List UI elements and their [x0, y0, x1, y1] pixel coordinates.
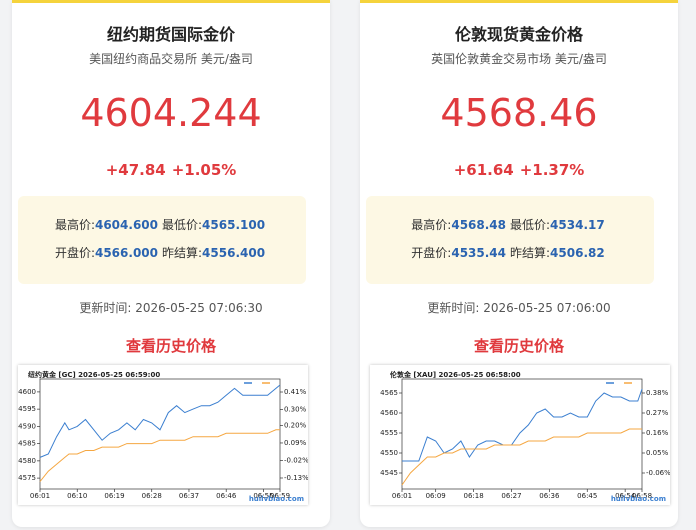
subtitle: 英国伦敦黄金交易市场 美元/盎司 [431, 52, 607, 66]
info-box: 最高价:4604.600 最低价:4565.100 开盘价:4566.000 昨结算:… [18, 196, 306, 284]
series-line [401, 428, 642, 486]
change-value: +47.84 [105, 161, 166, 179]
update-time: 更新时间: 2026-05-25 07:06:30 [12, 299, 330, 316]
x-tick-label: 06:10 [67, 492, 87, 500]
change-value: +61.64 [453, 161, 514, 179]
y-tick-label: 4560 [380, 409, 398, 417]
low-label: 最低价: [162, 218, 203, 232]
y2-tick-label: 0.38% [646, 389, 669, 397]
card: 伦敦现货黄金价格英国伦敦黄金交易市场 美元/盎司 4568.46 +61.64 +1.… [360, 0, 678, 527]
open-value: 4535.44 [451, 246, 506, 260]
y2-tick-label: 0.20% [284, 421, 307, 429]
x-tick-label: 06:54 [615, 492, 636, 500]
prev-value: 4506.82 [550, 246, 605, 260]
x-tick-label: 06:36 [539, 492, 560, 500]
low-label: 最低价: [510, 218, 551, 232]
x-tick-label: 06:01 [30, 492, 50, 500]
chart-title: 伦敦金 [XAU] 2026-05-25 06:58:00 [390, 370, 521, 379]
y2-tick-label: 0.09% [284, 439, 307, 447]
x-tick-label: 06:27 [501, 492, 521, 500]
x-tick-label: 06:37 [179, 492, 199, 500]
open-label: 开盘价: [54, 246, 95, 260]
x-tick-label: 06:09 [426, 492, 446, 500]
y-tick-label: 4545 [380, 469, 398, 477]
info-row: 最高价:4604.600 最低价:4565.100 [18, 216, 306, 233]
y2-tick-label: -0.06% [646, 469, 670, 477]
high-label: 最高价: [411, 218, 452, 232]
open-value: 4566.000 [94, 246, 158, 260]
update-label: 更新时间: [79, 301, 132, 315]
x-tick-label: 06:45 [577, 492, 597, 500]
card-title: 纽约期货国际金价 [106, 25, 235, 44]
y-tick-label: 4575 [18, 474, 36, 482]
high-value: 4604.600 [94, 218, 158, 232]
change-pct: +1.05% [171, 161, 237, 179]
y2-tick-label: -0.13% [284, 474, 308, 482]
low-value: 4565.100 [202, 218, 266, 232]
y-tick-label: 4600 [18, 388, 36, 396]
update-value: 2026-05-25 07:06:00 [483, 301, 611, 315]
series-line [39, 384, 281, 458]
info-row: 开盘价:4535.44 昨结算:4506.82 [366, 244, 654, 261]
y-tick-label: 4565 [380, 389, 398, 397]
x-tick-label: 06:59 [270, 492, 290, 500]
y2-tick-label: -0.02% [284, 456, 308, 464]
price: 4604.244 [80, 91, 262, 135]
series-line [402, 388, 643, 462]
chart: 伦敦金 [XAU] 2026-05-25 06:58:00 4545 4550 455… [370, 365, 670, 505]
card: 纽约期货国际金价美国纽约商品交易所 美元/盎司 4604.244 +47.84 +1.… [12, 0, 330, 527]
open-label: 开盘价: [411, 246, 452, 260]
y-tick-label: 4585 [18, 440, 36, 448]
low-value: 4534.17 [550, 218, 605, 232]
x-tick-label: 06:28 [142, 492, 162, 500]
y-tick-label: 4550 [380, 449, 398, 457]
info-row: 开盘价:4566.000 昨结算:4556.400 [18, 244, 306, 261]
plot-frame [39, 378, 281, 490]
y-tick-label: 4580 [18, 457, 36, 465]
update-value: 2026-05-25 07:06:30 [135, 301, 263, 315]
watermark: huilvbiao.com [611, 495, 666, 503]
x-tick-label: 06:55 [253, 492, 273, 500]
x-tick-label: 06:01 [392, 492, 412, 500]
plot-frame [401, 378, 643, 490]
info-box: 最高价:4568.48 最低价:4534.17 开盘价:4535.44 昨结算:450… [366, 196, 654, 284]
change: +61.64 +1.37% [360, 161, 678, 179]
y2-tick-label: 0.30% [284, 406, 307, 414]
x-tick-label: 06:58 [632, 492, 652, 500]
prev-label: 昨结算: [162, 246, 203, 260]
update-time: 更新时间: 2026-05-25 07:06:00 [360, 299, 678, 316]
y2-tick-label: 0.16% [646, 429, 669, 437]
series-line [39, 429, 280, 482]
info-row: 最高价:4568.48 最低价:4534.17 [366, 216, 654, 233]
x-tick-label: 06:18 [463, 492, 483, 500]
x-tick-label: 06:46 [216, 492, 237, 500]
price: 4568.46 [440, 91, 598, 135]
chart-title: 纽约黄金 [GC] 2026-05-25 06:59:00 [28, 370, 160, 379]
change: +47.84 +1.05% [12, 161, 330, 179]
history-link[interactable]: 查看历史价格 [473, 337, 564, 355]
y-tick-label: 4555 [380, 429, 398, 437]
update-label: 更新时间: [427, 301, 480, 315]
x-tick-label: 06:19 [104, 492, 124, 500]
history-link[interactable]: 查看历史价格 [125, 337, 216, 355]
prev-label: 昨结算: [510, 246, 551, 260]
high-label: 最高价: [54, 218, 95, 232]
y2-tick-label: 0.41% [284, 388, 307, 396]
chart: 纽约黄金 [GC] 2026-05-25 06:59:00 4575 4580 458… [18, 365, 308, 505]
card-title: 伦敦现货黄金价格 [454, 25, 583, 44]
watermark: huilvbiao.com [249, 495, 304, 503]
y2-tick-label: 0.05% [646, 449, 669, 457]
y-tick-label: 4590 [18, 422, 36, 430]
subtitle: 美国纽约商品交易所 美元/盎司 [89, 52, 253, 66]
y-tick-label: 4595 [18, 405, 36, 413]
change-pct: +1.37% [519, 161, 585, 179]
high-value: 4568.48 [451, 218, 506, 232]
y2-tick-label: 0.27% [646, 409, 669, 417]
prev-value: 4556.400 [202, 246, 266, 260]
